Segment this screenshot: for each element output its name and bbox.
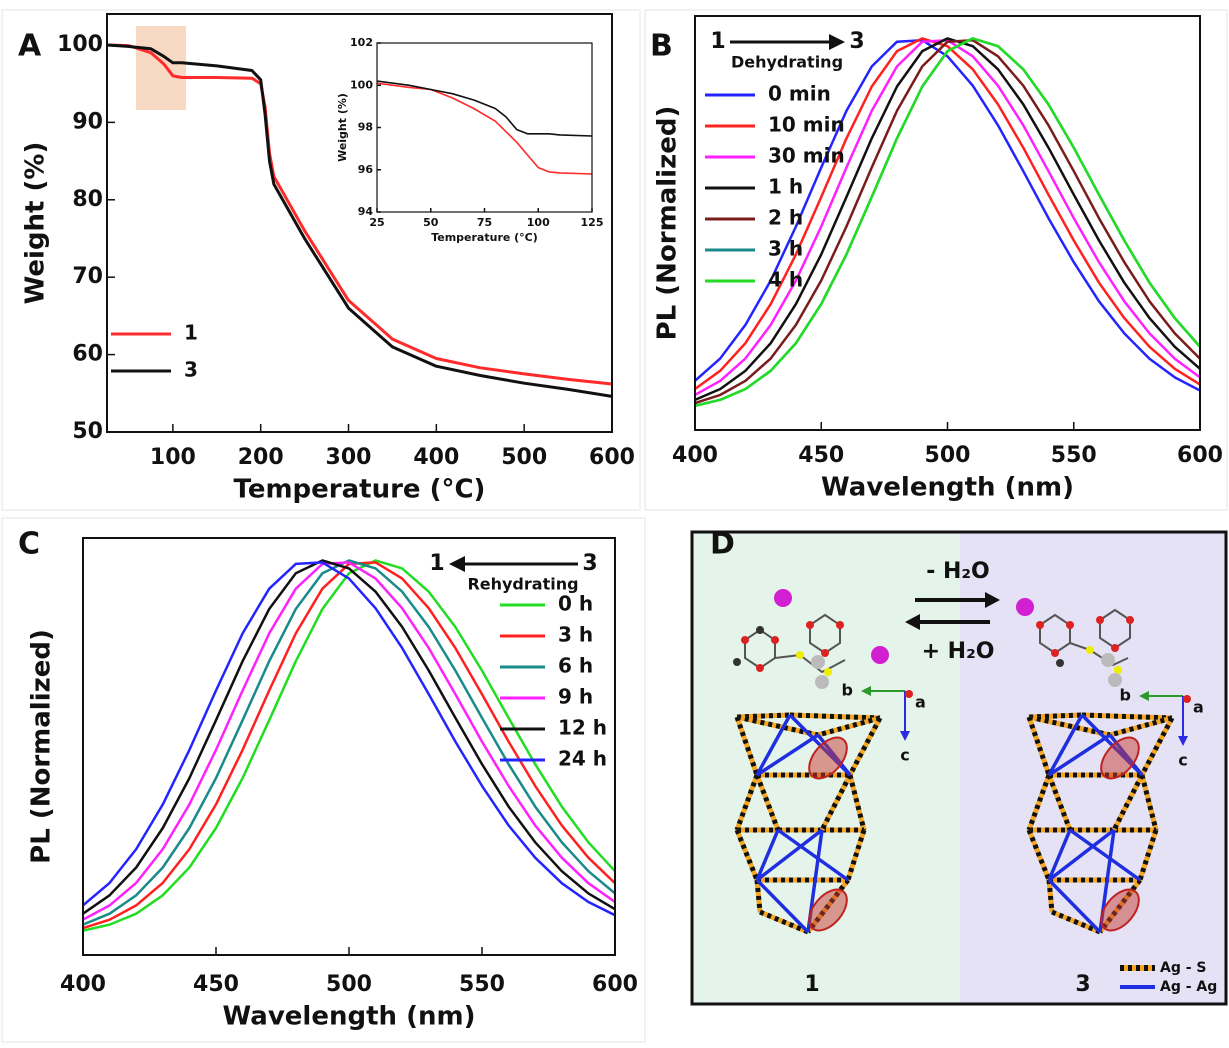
legend-label: 2 h: [768, 206, 803, 230]
axis-label: b: [1120, 686, 1131, 705]
ion: [871, 646, 889, 664]
panel-b-box: [645, 10, 1227, 510]
compound-label: 3: [1075, 972, 1090, 997]
annotation-to: 1: [429, 551, 444, 576]
axis-label: b: [842, 681, 853, 700]
y-tick-label: 90: [72, 109, 103, 134]
panel-label: A: [18, 29, 42, 64]
legend-label: 3 h: [558, 623, 593, 647]
series-line: [83, 562, 615, 915]
x-tick-label: 125: [581, 216, 604, 229]
annotation-from: 1: [710, 29, 725, 54]
x-tick-label: 450: [798, 443, 844, 468]
axis-label: a: [1193, 698, 1204, 717]
y-tick-label: 102: [350, 36, 373, 49]
ion: [1016, 598, 1034, 616]
ion: [774, 589, 792, 607]
legend-label: 0 h: [558, 592, 593, 616]
x-tick-label: 500: [501, 445, 547, 470]
legend-label: 10 min: [768, 113, 845, 137]
panel-label: C: [18, 527, 40, 562]
axis-label: c: [1178, 751, 1187, 770]
axis-a: [905, 690, 913, 698]
annotation-process: Rehydrating: [467, 575, 578, 594]
y-tick-label: 60: [72, 342, 103, 367]
legend-label: 1: [184, 321, 198, 345]
x-tick-label: 550: [1051, 443, 1097, 468]
arrow-head: [829, 34, 845, 50]
x-tick-label: 75: [477, 216, 492, 229]
y-axis-label: Weight (%): [336, 93, 349, 162]
axis-label: c: [900, 746, 909, 765]
legend-label: 6 h: [558, 654, 593, 678]
legend-label: 3 h: [768, 237, 803, 261]
x-tick-label: 50: [423, 216, 439, 229]
legend-label: 12 h: [558, 716, 607, 740]
x-tick-label: 600: [589, 445, 635, 470]
legend-label: Ag - Ag: [1160, 979, 1217, 995]
legend-label: 3: [184, 358, 198, 382]
highlight-region: [136, 26, 186, 110]
x-tick-label: 500: [326, 972, 372, 997]
figure: D - H₂O + H₂O: [0, 0, 1229, 1044]
y-tick-label: 98: [358, 121, 373, 134]
x-axis-label: Temperature (°C): [234, 475, 486, 505]
x-tick-label: 600: [1177, 443, 1223, 468]
legend-label: Ag - S: [1160, 960, 1207, 976]
annotation-to: 3: [849, 29, 864, 54]
x-tick-label: 100: [527, 216, 550, 229]
y-tick-label: 80: [72, 187, 103, 212]
legend-label: 24 h: [558, 747, 607, 771]
x-axis-label: Wavelength (nm): [821, 473, 1074, 503]
plot-frame: [83, 538, 615, 955]
series-line: [83, 561, 615, 931]
x-tick-label: 200: [238, 445, 284, 470]
axis-a: [1183, 695, 1191, 703]
ag-s-bond: [1082, 715, 1172, 718]
x-tick-label: 500: [925, 443, 971, 468]
annotation-process: Dehydrating: [731, 53, 843, 72]
x-tick-label: 300: [326, 445, 372, 470]
series-line: [83, 561, 615, 914]
series-line: [83, 562, 615, 928]
x-axis-label: Temperature (°C): [431, 231, 538, 244]
x-tick-label: 400: [60, 972, 106, 997]
legend-label: 30 min: [768, 144, 845, 168]
ag-s-bond: [790, 715, 880, 718]
legend-label: 0 min: [768, 82, 831, 106]
y-axis-label: Weight (%): [21, 142, 51, 305]
reaction-label: - H₂O: [926, 559, 990, 584]
y-tick-label: 100: [57, 32, 103, 57]
x-axis-label: Wavelength (nm): [223, 1002, 476, 1032]
y-tick-label: 94: [358, 205, 374, 218]
compound-label: 1: [804, 972, 819, 997]
inset-background: [377, 43, 592, 212]
plot-area: [83, 561, 615, 931]
panel-d: D - H₂O + H₂O: [692, 527, 1226, 1005]
y-axis-label: PL (Normalized): [27, 629, 57, 864]
y-tick-label: 96: [358, 163, 374, 176]
annotation-from: 3: [582, 551, 597, 576]
x-tick-label: 450: [193, 972, 239, 997]
series-line: [83, 561, 615, 925]
y-tick-label: 100: [350, 78, 373, 91]
panel-label: B: [650, 29, 673, 64]
x-tick-label: 550: [459, 972, 505, 997]
y-axis-label: PL (Normalized): [653, 106, 683, 341]
panel-label: D: [710, 527, 735, 562]
y-tick-label: 70: [72, 264, 103, 289]
y-tick-label: 50: [72, 419, 103, 444]
axis-label: a: [915, 693, 926, 712]
x-tick-label: 400: [672, 443, 718, 468]
legend-label: 9 h: [558, 685, 593, 709]
reaction-label: + H₂O: [922, 639, 995, 664]
x-tick-label: 400: [413, 445, 459, 470]
legend-label: 1 h: [768, 175, 803, 199]
arrow-head: [449, 556, 465, 572]
panel-c-box: [2, 518, 645, 1042]
x-tick-label: 100: [150, 445, 196, 470]
x-tick-label: 600: [592, 972, 638, 997]
legend-label: 4 h: [768, 268, 803, 292]
